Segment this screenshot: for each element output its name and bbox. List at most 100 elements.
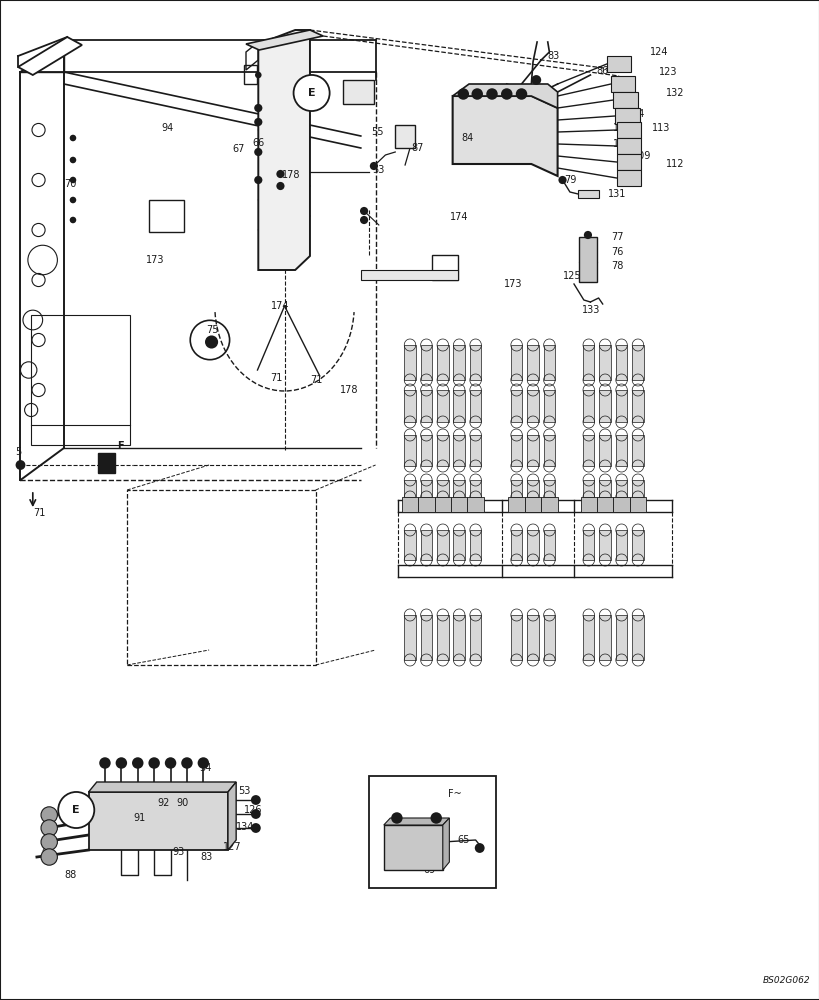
Polygon shape [453,390,464,422]
Polygon shape [383,825,442,870]
Circle shape [486,88,497,100]
Polygon shape [616,170,640,186]
Circle shape [430,812,441,824]
Text: 174: 174 [450,212,468,222]
Text: 76: 76 [610,247,622,257]
Polygon shape [246,30,323,50]
Polygon shape [508,497,524,512]
Text: 84: 84 [461,133,473,143]
Text: 89: 89 [187,782,199,792]
Circle shape [99,757,111,769]
Polygon shape [543,530,554,560]
Text: 65: 65 [457,835,469,845]
Circle shape [148,757,160,769]
Polygon shape [469,345,481,380]
Polygon shape [582,480,594,497]
Circle shape [197,757,209,769]
Circle shape [293,75,329,111]
Polygon shape [437,530,448,560]
Polygon shape [450,497,467,512]
Circle shape [165,757,176,769]
Polygon shape [613,92,637,108]
Circle shape [471,88,482,100]
Text: 124: 124 [649,47,668,57]
Polygon shape [510,390,522,422]
Text: 132: 132 [665,88,684,98]
Text: 69: 69 [423,865,435,875]
Polygon shape [599,530,610,560]
Text: 66: 66 [252,138,265,148]
Polygon shape [582,390,594,422]
Polygon shape [452,84,557,108]
Circle shape [254,118,262,126]
Polygon shape [437,615,448,660]
Circle shape [531,75,541,85]
Text: 77: 77 [610,232,622,242]
Polygon shape [582,530,594,560]
Text: 123: 123 [658,67,676,77]
Circle shape [16,460,25,470]
Polygon shape [452,96,557,176]
Circle shape [251,809,260,819]
Polygon shape [527,615,538,660]
Polygon shape [599,390,610,422]
Polygon shape [631,345,643,380]
Circle shape [583,231,591,239]
Polygon shape [18,37,82,75]
Polygon shape [453,530,464,560]
Polygon shape [510,345,522,380]
Text: 71: 71 [310,375,322,385]
Text: 91: 91 [133,813,146,823]
Polygon shape [404,480,415,497]
Text: 71: 71 [270,373,283,383]
Text: 174: 174 [270,301,289,311]
Polygon shape [631,390,643,422]
Text: 134: 134 [236,822,254,832]
Polygon shape [610,76,635,92]
Polygon shape [631,615,643,660]
Circle shape [255,72,261,78]
Polygon shape [599,345,610,380]
Polygon shape [420,615,432,660]
Polygon shape [527,530,538,560]
Circle shape [276,170,284,178]
Text: 85: 85 [41,845,53,855]
Polygon shape [510,435,522,466]
Circle shape [181,757,192,769]
Polygon shape [420,345,432,380]
Circle shape [360,216,368,224]
Polygon shape [582,345,594,380]
Circle shape [41,807,57,823]
Polygon shape [510,530,522,560]
Polygon shape [580,497,596,512]
Text: 67: 67 [232,144,244,154]
Polygon shape [434,497,450,512]
Polygon shape [577,190,598,198]
Polygon shape [418,497,434,512]
Polygon shape [582,435,594,466]
Text: 75: 75 [206,325,219,335]
Polygon shape [631,435,643,466]
Polygon shape [453,345,464,380]
Circle shape [251,795,260,805]
Polygon shape [360,270,457,280]
Polygon shape [437,390,448,422]
Polygon shape [543,345,554,380]
Text: 125: 125 [562,271,581,281]
Polygon shape [420,530,432,560]
Text: 87: 87 [411,143,423,153]
Circle shape [558,176,566,184]
Circle shape [41,849,57,865]
Polygon shape [453,615,464,660]
Text: 88: 88 [64,870,76,880]
Polygon shape [582,615,594,660]
Polygon shape [437,480,448,497]
Polygon shape [615,615,627,660]
Circle shape [360,207,368,215]
Text: 131: 131 [608,189,626,199]
Circle shape [70,177,76,183]
Circle shape [115,757,127,769]
Polygon shape [437,435,448,466]
Text: 126: 126 [244,805,263,815]
Polygon shape [469,530,481,560]
